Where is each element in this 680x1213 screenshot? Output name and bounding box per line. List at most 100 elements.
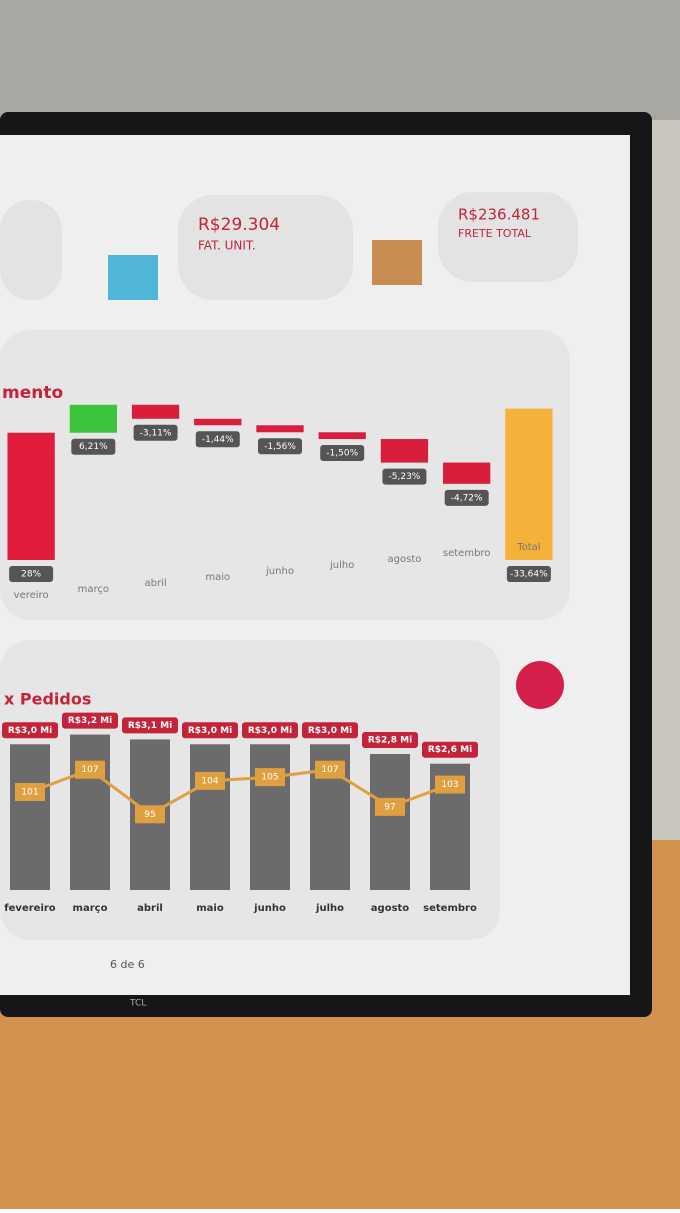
kpi-card [178,195,353,300]
point-label: 105 [261,773,278,783]
value-label: R$3,0 Mi [248,726,292,736]
x-tick-label: maio [205,572,230,583]
value-label-bg [382,468,427,485]
charts: mento 28% vereiro 6,21% março -3,11% abril -1,4… [2,383,553,914]
chart-title: mento [2,383,63,403]
illustration [516,661,564,709]
value-label-bg [258,438,302,455]
bar [190,744,230,890]
illustration [108,255,158,300]
point-label-bg [435,775,465,794]
value-label-bg [9,566,54,582]
x-tick-label: agosto [371,903,410,914]
value-label-bg [302,722,358,739]
kpi-label: FAT. UNIT. [198,239,256,253]
point-label: 95 [144,810,155,820]
point-label: 101 [21,788,38,798]
point-label-bg [375,797,405,816]
value-label-bg [320,445,365,462]
x-tick-label: agosto [388,554,422,565]
value-label: R$2,8 Mi [368,736,412,746]
value-label-bg [122,717,178,734]
x-tick-label: vereiro [14,590,49,601]
point-label-bg [135,805,165,824]
value-label: R$3,2 Mi [68,716,112,726]
page-indicator: 6 de 6 [110,958,145,971]
bar [318,432,366,440]
value-label: R$3,0 Mi [308,726,352,736]
value-label: 28% [21,570,41,580]
illustration [372,240,422,285]
kpi-card [0,200,62,300]
point-label: 104 [201,776,218,786]
kpi-label: FRETE TOTAL [458,227,532,240]
value-label-bg [242,722,298,739]
point-label: 97 [384,802,395,812]
x-tick-label: março [78,584,109,595]
value-label: -3,11% [140,428,172,438]
value-label-bg [362,732,418,748]
bar [7,432,55,560]
panel [0,330,570,620]
point-label-bg [315,760,345,779]
bar [250,744,290,890]
value-label-bg [444,489,489,506]
bar [69,404,117,433]
value-label-bg [422,741,478,758]
point-label: 107 [81,765,98,775]
value-label: R$3,1 Mi [128,721,172,731]
bar [131,404,180,419]
value-label: -5,23% [389,472,421,482]
value-label: -1,56% [264,442,296,452]
x-tick-label: junho [265,566,294,577]
value-label: R$3,0 Mi [188,726,232,736]
value-label-bg [71,438,116,455]
value-label: R$2,6 Mi [428,745,472,755]
brand: TCL [129,999,146,1009]
x-tick-label: julho [329,560,354,571]
x-tick-label: setembro [443,548,491,559]
value-label: 6,21% [79,442,108,452]
x-tick-label: Total [516,542,540,553]
bar [505,408,553,560]
ceiling [0,0,680,120]
value-label: -4,72% [451,493,483,503]
x-tick-label: março [73,903,108,914]
value-label-bg [506,566,551,582]
x-tick-label: fevereiro [4,903,56,914]
chart-title: x Pedidos [4,690,91,709]
value-label-bg [62,712,118,729]
bar [370,754,410,890]
bar [70,734,110,890]
x-tick-label: abril [144,578,166,589]
x-tick-label: julho [315,903,344,914]
bar [256,425,304,433]
point-label-bg [75,760,105,779]
x-tick-label: maio [196,903,224,914]
bar [10,744,50,890]
point-label-bg [255,768,285,787]
value-label-bg [195,431,240,448]
value-label-bg [133,424,178,441]
x-tick-label: abril [137,903,163,914]
x-tick-label: setembro [423,903,477,914]
point-label: 107 [321,765,338,775]
value-label: R$3,0 Mi [8,726,52,736]
bar [443,462,491,484]
point-label-bg [195,771,225,790]
kpi-value: R$236.481 [458,206,540,224]
value-label-bg [2,722,58,739]
kpi-value: R$29.304 [198,215,280,235]
kpi-card [438,192,578,282]
point-label: 103 [441,780,458,790]
point-label-bg [15,783,45,801]
value-label: -1,50% [326,449,358,459]
value-label-bg [182,722,238,739]
bar [194,418,242,426]
bar [380,439,429,463]
value-label: -1,44% [202,435,234,445]
x-tick-label: junho [253,903,286,914]
value-label: -33,64% [510,570,548,580]
